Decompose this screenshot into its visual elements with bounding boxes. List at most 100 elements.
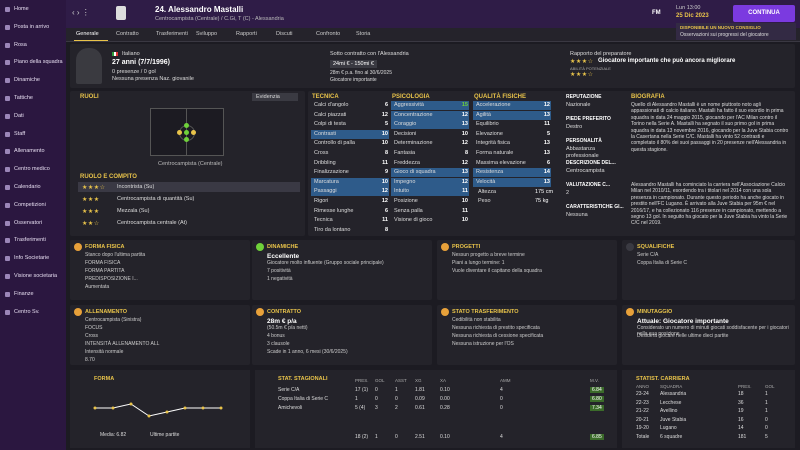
menu-icon — [5, 78, 10, 84]
role-row — [78, 182, 300, 192]
tab[interactable]: Contratto — [116, 31, 139, 37]
menu-item[interactable]: Finanze — [14, 290, 34, 297]
attribute-highlight — [311, 129, 389, 139]
form-legend: Ultime partite — [150, 432, 180, 438]
info-label: VALUTAZIONE C... — [566, 182, 610, 188]
career-cell: 1 — [765, 391, 768, 397]
role-name[interactable]: Incontrista (Su) — [117, 184, 155, 190]
attribute-name: Calci d'angolo — [314, 102, 349, 108]
weight-label: Peso — [478, 198, 491, 204]
menu-item[interactable]: Centro medico — [14, 166, 50, 173]
tab[interactable]: Trasferimenti — [156, 31, 188, 37]
role-row — [78, 218, 300, 228]
menu-item[interactable]: Calendario — [14, 184, 41, 190]
attribute-highlight — [391, 168, 469, 178]
tab[interactable]: Confronto — [316, 31, 341, 37]
biography-text: Alessandro Mastalli ha cominciato la car… — [631, 182, 788, 227]
highlight-dropdown[interactable]: Evidenzia — [252, 93, 298, 101]
panel-text: Vuole diventare il capitano della squadr… — [452, 268, 542, 274]
role-stars: ★★☆ — [82, 221, 100, 227]
panel-text: Nessun progetto a breve termine — [452, 252, 525, 258]
attribute-highlight — [311, 187, 389, 197]
career-cell: 16 — [738, 416, 744, 423]
tab[interactable]: Storia — [356, 31, 371, 37]
menu-icon — [5, 274, 10, 279]
tab[interactable]: Sviluppo — [196, 31, 218, 37]
panel — [255, 370, 617, 448]
stat-cell: 2 — [395, 405, 398, 411]
menu-item[interactable]: Dati — [14, 112, 24, 119]
career-cell: 19 — [738, 408, 744, 414]
role-name[interactable]: Mezzala (Su) — [117, 208, 150, 214]
panel — [437, 305, 617, 365]
menu-item[interactable]: Centro Sv. — [14, 308, 40, 315]
attribute-value: 13 — [543, 111, 550, 118]
menu-item[interactable]: Home — [14, 6, 29, 12]
attribute-name: Passaggi — [314, 188, 337, 195]
stat-cell: 0 — [500, 405, 503, 411]
panel-icon — [74, 243, 82, 251]
attributes-panel — [308, 91, 795, 236]
menu-item[interactable]: Dinamiche — [14, 77, 40, 84]
fm-logo: FM — [652, 10, 661, 16]
form-average: Media: 6.82 — [100, 432, 127, 438]
attribute-highlight — [391, 110, 469, 120]
panel-text: Giocatore molto influente (Gruppo social… — [267, 260, 384, 266]
form-point — [129, 402, 133, 406]
career-cell: Totale — [636, 433, 650, 440]
form-point — [93, 406, 97, 410]
tab[interactable]: Rapporti — [236, 31, 257, 37]
attribute-value: 10 — [461, 198, 468, 204]
panel — [622, 240, 795, 300]
table-header: AMM — [500, 378, 511, 383]
tab[interactable]: Generale — [76, 31, 99, 37]
panel-text: Attuale: Giocatore importante — [637, 318, 729, 325]
menu-item[interactable]: Posta in arrivo — [14, 23, 50, 30]
notice-title: DISPONIBILE UN NUOVO CONSIGLIO — [680, 25, 761, 30]
menu-item[interactable]: Competizioni — [14, 201, 46, 208]
menu-item[interactable]: Piano della squadra — [14, 59, 63, 66]
menu-item[interactable]: Allenamento — [14, 148, 45, 155]
panel-text: Scade in 1 anno, 6 mesi (30/6/2025) — [267, 349, 348, 355]
table-header: GOL — [765, 384, 775, 389]
competition: Serie C/A — [278, 387, 300, 393]
menu-icon — [5, 96, 10, 101]
attribute-highlight — [473, 168, 551, 178]
attribute-name: Decisioni — [394, 130, 417, 137]
menu-item[interactable]: Trasferimenti — [14, 237, 46, 244]
panel-text: Eccellente — [267, 253, 300, 260]
menu-icon — [5, 202, 10, 208]
career-cell: 23-24 — [636, 391, 649, 397]
status: Giocatore importante — [330, 77, 377, 83]
panel-text: Cedibilità non stabilita — [452, 317, 501, 323]
menu-icon — [5, 24, 10, 30]
nationality: Italiano — [122, 51, 140, 57]
career-cell: Alessandria — [660, 391, 687, 397]
stat-cell: 6.85 — [590, 434, 604, 440]
panel-title: STATO TRASFERIMENTO — [452, 309, 519, 315]
menu-item[interactable]: Staff — [14, 130, 26, 137]
menu-item[interactable]: Rosa — [14, 41, 27, 48]
menu-item[interactable]: Osservatori — [14, 219, 43, 226]
continue-button[interactable]: CONTINUA — [733, 5, 795, 22]
menu-item[interactable]: Visione societaria — [14, 273, 58, 279]
menu-item[interactable]: Info Societarie — [14, 255, 50, 262]
stat-cell: 0.00 — [440, 396, 450, 402]
form-title: FORMA — [94, 376, 115, 382]
attribute-name: Accelerazione — [476, 102, 511, 108]
stat-cell: 1 — [375, 434, 378, 440]
info-label: CARATTERISTICHE GI... — [566, 204, 624, 210]
form-point — [183, 406, 187, 410]
attribute-value: 5 — [384, 121, 388, 128]
attribute-value: 10 — [461, 130, 468, 137]
tab[interactable]: Discuti — [276, 31, 293, 37]
career-cell: Avellino — [660, 408, 678, 414]
menu-item[interactable]: Tattiche — [14, 95, 33, 101]
role-name[interactable]: Centrocampista di quantità (Su) — [117, 196, 195, 202]
attribute-value: 8 — [464, 150, 468, 156]
panel-text: Nessuna istruzione per l'OS — [452, 341, 514, 347]
attribute-group-title: PSICOLOGIA — [392, 94, 430, 100]
career-cell: 1 — [765, 408, 768, 414]
attribute-name: Forma naturale — [476, 150, 514, 156]
role-name[interactable]: Centrocampista centrale (At) — [117, 220, 187, 226]
